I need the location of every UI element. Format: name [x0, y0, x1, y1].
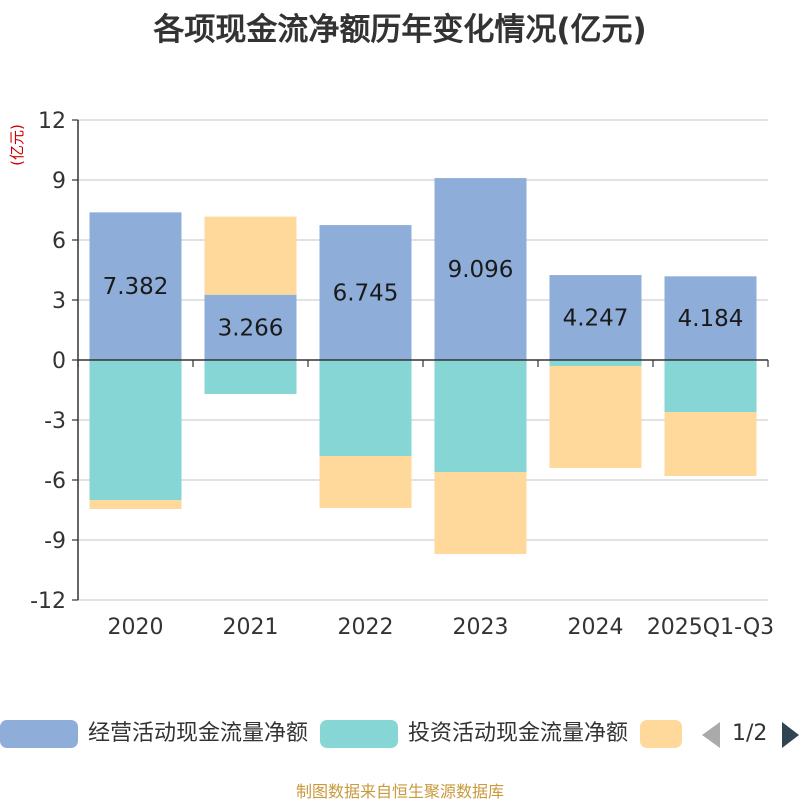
footer-source: 制图数据来自恒生聚源数据库 [295, 782, 504, 801]
bar-investing-2023 [434, 360, 527, 472]
bar-investing-2024 [549, 360, 642, 366]
bar-operating-2025Q1-Q3 [664, 276, 757, 360]
bar-operating-2024 [549, 275, 642, 360]
y-tick-label: 6 [52, 229, 66, 254]
y-tick-label: 3 [52, 289, 66, 314]
y-tick-label: -9 [44, 529, 66, 554]
bar-financing-2023 [434, 472, 527, 554]
data-label: 3.266 [218, 315, 284, 341]
legend-item-operating[interactable]: 经营活动现金流量净额 [0, 718, 308, 750]
x-tick-label: 2020 [108, 615, 164, 640]
bar-financing-2021 [204, 216, 297, 295]
legend-label-operating: 经营活动现金流量净额 [88, 721, 309, 746]
chart-title: 各项现金流净额历年变化情况(亿元) [153, 12, 647, 48]
bar-operating-2020 [89, 212, 182, 360]
y-tick-label: -12 [30, 589, 66, 614]
y-tick-label: 9 [52, 169, 66, 194]
pager-next-icon[interactable] [780, 720, 800, 750]
data-label: 9.096 [448, 257, 514, 283]
legend: 经营活动现金流量净额 投资活动现金流量净额 1/2 [0, 712, 800, 756]
data-label: 4.184 [678, 306, 744, 332]
data-label: 4.247 [563, 306, 629, 332]
legend-swatch-investing [320, 720, 398, 748]
bar-financing-2022 [319, 456, 412, 508]
bar-investing-2025Q1-Q3 [664, 360, 757, 412]
legend-item-investing[interactable]: 投资活动现金流量净额 [320, 718, 628, 750]
bar-investing-2022 [319, 360, 412, 456]
data-label: 7.382 [103, 274, 169, 300]
y-tick-label: -6 [44, 469, 66, 494]
bar-operating-2023 [434, 178, 527, 360]
y-tick-label: 12 [38, 109, 66, 134]
x-tick-label: 2022 [338, 615, 394, 640]
x-tick-label: 2024 [568, 615, 624, 640]
bar-operating-2022 [319, 225, 412, 360]
legend-label-investing: 投资活动现金流量净额 [408, 721, 629, 746]
legend-item-financing[interactable] [640, 718, 690, 750]
data-label: 6.745 [333, 281, 399, 307]
bar-operating-2021 [204, 294, 297, 360]
bar-investing-2020 [89, 360, 182, 500]
bar-financing-2025Q1-Q3 [664, 412, 757, 476]
bar-financing-2024 [549, 366, 642, 468]
y-axis-label: (亿元) [8, 124, 26, 166]
x-tick-label: 2023 [453, 615, 509, 640]
legend-swatch-operating [0, 720, 78, 748]
y-tick-label: 0 [52, 349, 66, 374]
y-tick-label: -3 [44, 409, 66, 434]
bar-financing-2020 [89, 500, 182, 509]
pager-text: 1/2 [732, 721, 768, 746]
x-tick-label: 2021 [223, 615, 279, 640]
pager-prev-icon[interactable] [700, 720, 722, 750]
bar-investing-2021 [204, 360, 297, 394]
legend-swatch-financing [640, 720, 682, 748]
x-tick-label: 2025Q1-Q3 [647, 615, 774, 640]
